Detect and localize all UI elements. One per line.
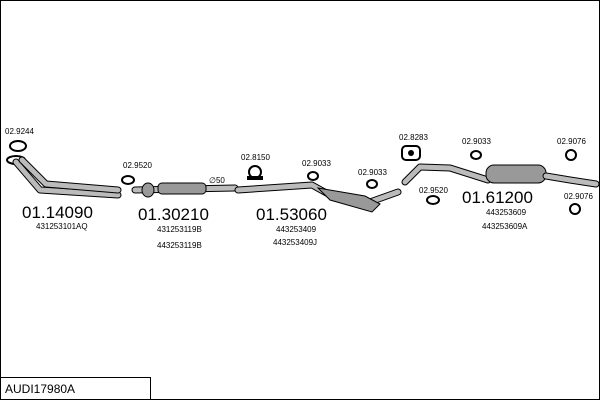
part-number: 01.61200 [462, 188, 533, 207]
clamp [426, 195, 440, 205]
mount [247, 176, 263, 180]
mount [565, 149, 577, 161]
part-ref: 443253119B [157, 241, 202, 250]
silencer [157, 182, 207, 195]
part-ref: 443253609 [486, 208, 527, 217]
pipe [402, 164, 491, 185]
note: ∅50 [209, 176, 225, 185]
diagram-code: AUDI17980A [5, 382, 75, 396]
mount [569, 203, 581, 215]
part-ref: 443253609A [482, 222, 528, 231]
pipe [543, 173, 599, 187]
clamp [121, 175, 135, 185]
pipe [19, 157, 121, 193]
part-ref: 443253409 [276, 225, 317, 234]
mount [307, 171, 319, 181]
pipe [13, 159, 121, 198]
fitting-label: 02.9076 [557, 137, 586, 146]
gasket [408, 150, 414, 156]
mount [366, 179, 378, 189]
fitting-label: 02.8150 [241, 153, 270, 162]
part-ref: 431253101AQ [36, 222, 88, 231]
part-ref: 431253119B [157, 225, 202, 234]
fitting-label: 02.9033 [358, 168, 387, 177]
part-number: 01.14090 [22, 203, 93, 222]
silencer [316, 187, 381, 213]
mount [470, 150, 482, 160]
fitting-label: 02.9076 [564, 192, 593, 201]
fitting-label: 02.9033 [302, 159, 331, 168]
part-number: 01.53060 [256, 205, 327, 224]
fitting-label: 02.8283 [399, 133, 428, 142]
silencer [141, 182, 155, 198]
silencer [485, 164, 547, 184]
fitting-label: 02.9244 [5, 127, 34, 136]
fitting-label: 02.9033 [462, 137, 491, 146]
gasket [9, 140, 27, 152]
part-ref: 443253409J [273, 238, 317, 247]
fitting-label: 02.9520 [123, 161, 152, 170]
fitting-label: 02.9520 [419, 186, 448, 195]
part-number: 01.30210 [138, 205, 209, 224]
drawing [6, 140, 600, 215]
